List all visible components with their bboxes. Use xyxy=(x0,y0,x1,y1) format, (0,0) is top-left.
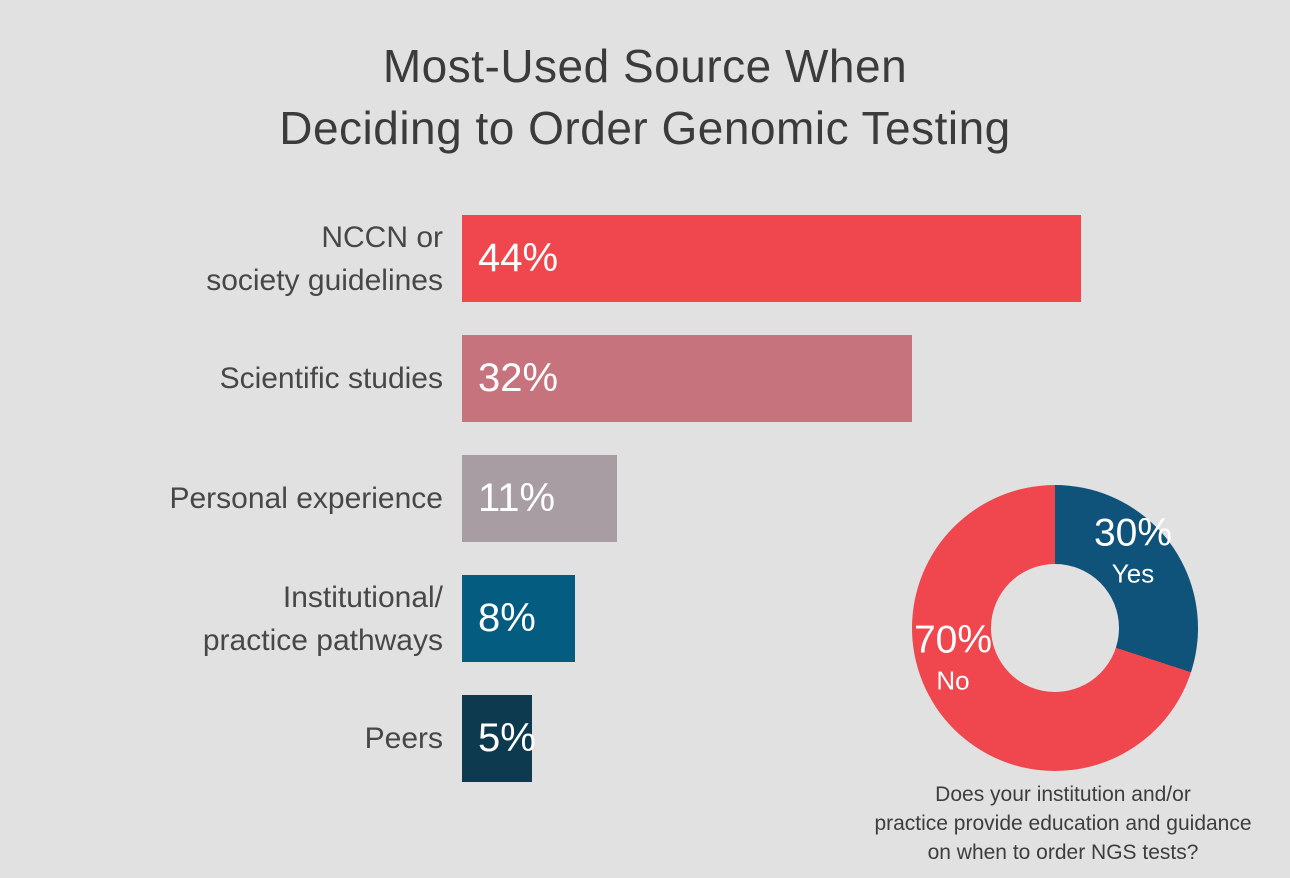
bar-category-label: Personal experience xyxy=(0,477,462,520)
bar-value-label: 32% xyxy=(478,356,559,400)
bar-row: Peers 5% xyxy=(0,695,1290,782)
bar-track: 5% xyxy=(462,695,1290,782)
bar: 32% xyxy=(462,335,912,422)
bar-track: 44% xyxy=(462,215,1290,302)
chart-title-line-2: Deciding to Order Genomic Testing xyxy=(279,102,1011,154)
bar-track: 11% xyxy=(462,455,1290,542)
bar-row: Personal experience 11% xyxy=(0,455,1290,542)
bar-chart: NCCN or society guidelines 44% Scientific s… xyxy=(0,215,1290,815)
donut-slice-percent: 70% xyxy=(913,618,993,662)
bar-value-label: 8% xyxy=(478,596,536,640)
donut-caption-line-3: on when to order NGS tests? xyxy=(927,841,1199,864)
bar-category-label-line: Scientific studies xyxy=(219,362,443,395)
bar: 44% xyxy=(462,215,1081,302)
bar-category-label-line: Institutional/ xyxy=(282,580,443,614)
donut-slice-label-yes: 30% Yes xyxy=(1093,511,1173,590)
bar-category-label-line: Personal experience xyxy=(169,482,443,515)
donut-hole xyxy=(991,564,1119,692)
donut-chart xyxy=(912,485,1198,771)
bar-row: Institutional/practice pathways 8% xyxy=(0,575,1290,662)
bar-category-label-line: society guidelines xyxy=(206,263,443,297)
bar: 5% xyxy=(462,695,536,782)
bar-row: NCCN or society guidelines 44% xyxy=(0,215,1290,302)
bar-category-label-line: Peers xyxy=(364,722,443,755)
bar-category-label: Institutional/practice pathways xyxy=(0,576,462,662)
bar-track: 32% xyxy=(462,335,1290,422)
bar-category-label: Peers xyxy=(0,717,462,760)
bar: 11% xyxy=(462,455,617,542)
bar-category-label: NCCN or society guidelines xyxy=(0,216,462,302)
bar-row: Scientific studies 32% xyxy=(0,335,1290,422)
chart-title-line-1: Most-Used Source When xyxy=(382,40,908,92)
bar-value-label: 44% xyxy=(478,236,559,280)
donut-caption-line-1: Does your institution and/or xyxy=(935,783,1191,806)
bar-category-label-line: practice pathways xyxy=(202,623,443,657)
bar-value-label: 11% xyxy=(478,476,556,520)
donut-caption: Does your institution and/or practice pr… xyxy=(863,780,1263,867)
donut-slice-name: No xyxy=(936,665,970,696)
chart-title: Most-Used Source When Deciding to Order … xyxy=(0,35,1290,159)
bar-category-label: Scientific studies xyxy=(0,357,462,400)
donut-caption-line-2: practice provide education and guidance xyxy=(874,812,1252,835)
donut-slice-percent: 30% xyxy=(1093,511,1173,555)
bar-category-label-line: NCCN or xyxy=(321,220,443,254)
bar-value-label: 5% xyxy=(478,716,536,760)
bar-track: 8% xyxy=(462,575,1290,662)
donut-slice-label-no: 70% No xyxy=(913,618,993,697)
donut-slice-name: Yes xyxy=(1111,558,1155,589)
bar: 8% xyxy=(462,575,575,662)
